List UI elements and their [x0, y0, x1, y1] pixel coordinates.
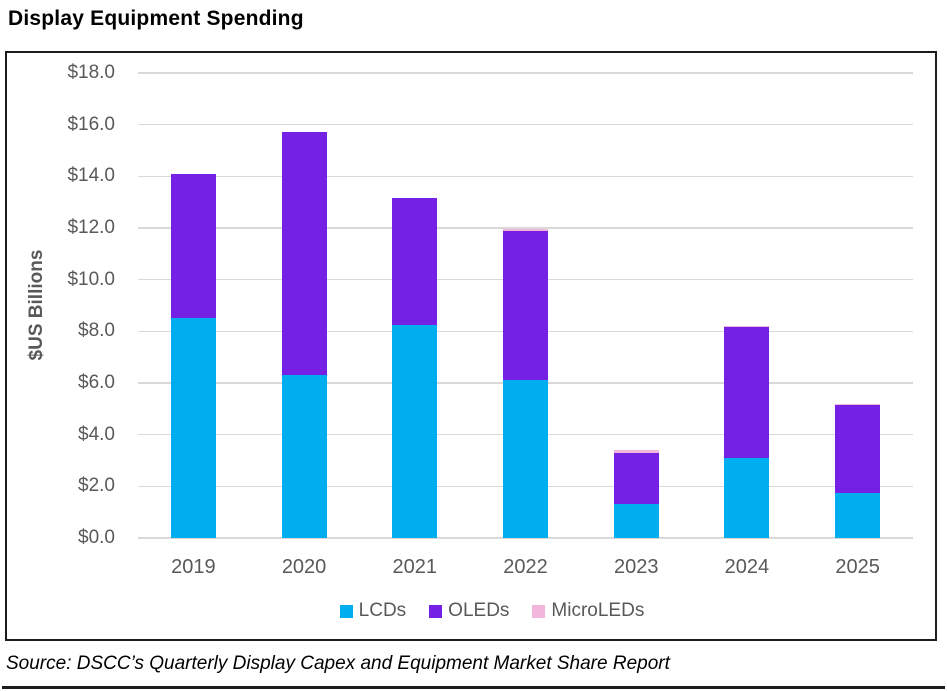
y-axis-tick-label: $8.0: [78, 320, 115, 342]
y-axis-tick-label: $16.0: [67, 113, 115, 135]
bar-segment-lcds-2022: [503, 380, 548, 538]
y-axis-tick-label: $18.0: [67, 62, 115, 83]
bar-segment-microleds-2024: [724, 326, 770, 328]
bottom-divider: [2, 686, 945, 689]
x-axis-tick-label: 2019: [171, 556, 216, 578]
y-axis-tick-label: $10.0: [67, 268, 115, 290]
x-axis-tick-label: 2020: [281, 556, 327, 578]
gridline: [138, 123, 913, 126]
y-axis-title: $US Billions: [26, 249, 47, 361]
chart-area: $0.0 $2.0 $4.0 $6.0 $8.0 $10.0 $12.0 $14.0 $16.0…: [5, 51, 937, 641]
legend: LCDs OLEDs MicroLEDs: [7, 599, 935, 623]
bar-segment-lcds-2019: [170, 318, 216, 538]
chart-title: Display Equipment Spending: [8, 7, 304, 30]
y-axis-tick-label: $6.0: [78, 372, 115, 393]
bar-segment-oleds-2021: [392, 198, 438, 325]
x-axis-tick-label: 2022: [503, 556, 548, 578]
gridline: [138, 72, 913, 74]
legend-swatch-icon: [339, 604, 353, 618]
x-axis-tick-label: 2023: [613, 556, 659, 578]
bar-segment-oleds-2022: [503, 230, 548, 381]
legend-item-lcds: LCDs: [339, 600, 407, 622]
bar-segment-oleds-2025: [835, 404, 881, 493]
source-note: Source: DSCC’s Quarterly Display Capex a…: [6, 653, 670, 674]
bar-segment-microleds-2022: [503, 229, 548, 231]
bar-segment-microleds-2025: [835, 403, 881, 405]
bar-segment-lcds-2021: [392, 324, 438, 538]
bar-segment-lcds-2024: [724, 457, 770, 538]
legend-label: MicroLEDs: [551, 600, 645, 621]
legend-swatch-icon: [429, 604, 443, 618]
x-axis-tick-label: 2021: [392, 556, 438, 578]
y-axis-tick-label: $12.0: [67, 217, 115, 238]
bar-segment-lcds-2020: [281, 375, 327, 538]
y-axis-tick-label: $0.0: [78, 527, 115, 548]
y-axis-tick-label: $2.0: [78, 475, 115, 497]
legend-label: OLEDs: [448, 600, 510, 621]
gridline: [138, 537, 913, 539]
bar-segment-oleds-2024: [724, 327, 770, 458]
bar-segment-microleds-2023: [613, 450, 659, 453]
bar-segment-oleds-2020: [281, 132, 327, 376]
x-axis-tick-label: 2025: [835, 556, 880, 578]
legend-item-microleds: MicroLEDs: [532, 600, 644, 622]
legend-swatch-icon: [532, 604, 546, 618]
y-axis-tick-label: $14.0: [67, 165, 115, 187]
y-axis-tick-label: $4.0: [78, 423, 115, 445]
legend-item-oleds: OLEDs: [429, 600, 509, 622]
bar-segment-oleds-2023: [613, 452, 659, 505]
x-axis-tick-label: 2024: [724, 556, 770, 578]
bar-segment-oleds-2019: [170, 173, 216, 319]
gridline: [138, 175, 913, 178]
bar-segment-lcds-2023: [613, 504, 659, 538]
bar-segment-lcds-2025: [835, 492, 881, 538]
gridline: [138, 227, 913, 229]
legend-label: LCDs: [358, 600, 407, 621]
plot-area: $0.0 $2.0 $4.0 $6.0 $8.0 $10.0 $12.0 $14.0 $16.0…: [7, 53, 935, 639]
